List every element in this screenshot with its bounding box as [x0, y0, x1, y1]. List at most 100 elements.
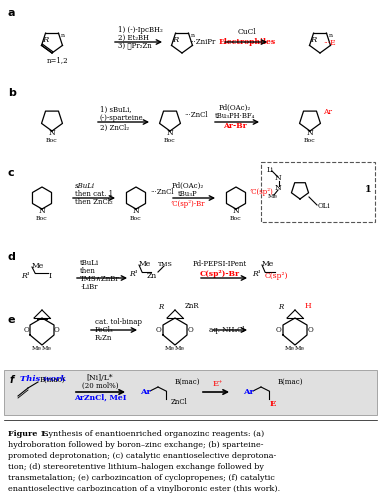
Text: hydroboration followed by boron–zinc exchange; (b) sparteine-: hydroboration followed by boron–zinc exc… — [8, 441, 264, 449]
Text: [Ni]/L*: [Ni]/L* — [87, 374, 113, 382]
Text: Boc: Boc — [36, 216, 48, 221]
Text: c: c — [8, 168, 14, 178]
Text: H: H — [305, 302, 312, 310]
Text: then cat. 1: then cat. 1 — [75, 190, 113, 198]
Text: N: N — [275, 184, 282, 192]
Text: Electrophiles: Electrophiles — [218, 38, 275, 46]
Text: aq. NH₄Cl: aq. NH₄Cl — [209, 326, 245, 334]
Bar — [4, 370, 377, 415]
Text: 2) Et₂BH: 2) Et₂BH — [118, 34, 149, 42]
Text: n=1,2: n=1,2 — [47, 56, 69, 64]
Text: R¹: R¹ — [129, 270, 138, 278]
Text: Me: Me — [139, 260, 151, 268]
Text: E⁺: E⁺ — [213, 380, 223, 388]
Text: cat. tol-binap: cat. tol-binap — [95, 318, 142, 326]
Text: Ar-Br: Ar-Br — [223, 122, 247, 130]
Text: n: n — [61, 33, 64, 38]
Text: a: a — [8, 8, 16, 18]
Text: TMS∧ZnBr: TMS∧ZnBr — [80, 275, 120, 283]
Text: TMS: TMS — [158, 261, 173, 266]
Text: N: N — [38, 207, 45, 215]
Text: ZnCl: ZnCl — [171, 398, 188, 406]
Text: n: n — [328, 33, 333, 38]
Text: ···ZnCl: ···ZnCl — [184, 111, 208, 119]
Text: transmetalation; (e) carbozincation of cyclopropenes; (f) catalytic: transmetalation; (e) carbozincation of c… — [8, 474, 275, 482]
Text: Figure 1.: Figure 1. — [8, 430, 51, 438]
Text: tBu₃PH·BF₄: tBu₃PH·BF₄ — [215, 112, 255, 120]
Text: R¹: R¹ — [21, 272, 29, 280]
Text: O: O — [307, 326, 313, 334]
Text: ’C(sp²): ’C(sp²) — [250, 188, 274, 196]
Text: C(sp²): C(sp²) — [264, 272, 288, 280]
Text: Pd(OAc)₂: Pd(OAc)₂ — [219, 104, 251, 112]
Text: R: R — [42, 36, 49, 44]
Text: R: R — [279, 303, 283, 311]
Text: sBuLi: sBuLi — [75, 182, 95, 190]
Text: N: N — [307, 129, 314, 137]
Text: E: E — [270, 400, 276, 408]
Text: 1) sBuLi,: 1) sBuLi, — [100, 106, 131, 114]
Text: ···E: ···E — [323, 39, 336, 47]
Text: Ar: Ar — [323, 108, 332, 116]
Text: This work: This work — [20, 375, 66, 383]
Text: R: R — [173, 36, 179, 44]
Text: e: e — [8, 315, 16, 325]
Text: f: f — [10, 375, 14, 385]
Text: C(sp²)-Br: C(sp²)-Br — [200, 270, 240, 278]
Text: Synthesis of enantioenriched organozinc reagents: (a): Synthesis of enantioenriched organozinc … — [43, 430, 264, 438]
Text: CuCl: CuCl — [238, 28, 256, 36]
Text: ···ZniPr: ···ZniPr — [189, 38, 216, 46]
Text: N: N — [275, 174, 282, 182]
Text: Boc: Boc — [304, 138, 316, 143]
Text: Me: Me — [32, 345, 42, 350]
Text: N: N — [49, 129, 55, 137]
Text: Li: Li — [267, 166, 274, 174]
Text: O: O — [156, 326, 162, 334]
Text: Pd(OAc)₂: Pd(OAc)₂ — [172, 182, 204, 190]
Text: Me: Me — [268, 193, 278, 198]
Text: tBu₃P: tBu₃P — [178, 190, 198, 198]
Text: Me: Me — [32, 262, 44, 270]
Text: ’C(sp²)-Br: ’C(sp²)-Br — [171, 200, 205, 208]
Text: Me: Me — [295, 345, 305, 350]
Text: b: b — [8, 88, 16, 98]
Text: Boc: Boc — [164, 138, 176, 143]
Text: Me: Me — [285, 345, 295, 350]
Text: O: O — [54, 326, 60, 334]
Text: N: N — [133, 207, 139, 215]
Text: Pd-PEPSI-IPent: Pd-PEPSI-IPent — [193, 260, 247, 268]
Text: B(mac): B(mac) — [39, 376, 65, 384]
Text: 3) ⁩Pr₂Zn: 3) ⁩Pr₂Zn — [118, 42, 152, 50]
Text: Boc: Boc — [230, 216, 242, 221]
Text: I: I — [48, 272, 51, 280]
Text: ···ZnCl: ···ZnCl — [150, 188, 173, 196]
Text: Boc: Boc — [130, 216, 142, 221]
Text: ArZnCl, MeI: ArZnCl, MeI — [74, 394, 126, 402]
Text: d: d — [8, 252, 16, 262]
Text: R₂Zn: R₂Zn — [95, 334, 112, 342]
Text: 1) (-)-IpcBH₂: 1) (-)-IpcBH₂ — [118, 26, 163, 34]
Text: then ZnCl₂: then ZnCl₂ — [75, 198, 113, 206]
Text: Me: Me — [42, 345, 52, 350]
Text: R: R — [158, 303, 163, 311]
Text: 2) ZnCl₂: 2) ZnCl₂ — [100, 124, 129, 132]
Text: n: n — [190, 33, 194, 38]
Text: O: O — [23, 326, 29, 334]
FancyBboxPatch shape — [261, 162, 375, 222]
Text: 1: 1 — [365, 185, 371, 194]
Text: FeCl₃: FeCl₃ — [95, 326, 114, 334]
Text: then: then — [80, 267, 96, 275]
Text: R: R — [311, 36, 317, 44]
Text: tBuLi: tBuLi — [80, 259, 99, 267]
Text: N: N — [166, 129, 173, 137]
Text: promoted deprotonation; (c) catalytic enantioselective deprotona-: promoted deprotonation; (c) catalytic en… — [8, 452, 276, 460]
Text: Me: Me — [165, 345, 175, 350]
Text: ZnR: ZnR — [185, 302, 200, 310]
Text: tion; (d) stereoretentive lithium–halogen exchange followed by: tion; (d) stereoretentive lithium–haloge… — [8, 463, 264, 471]
Text: Ar: Ar — [243, 388, 254, 396]
Text: Me: Me — [175, 345, 185, 350]
Text: (20 mol%): (20 mol%) — [82, 382, 118, 390]
Text: Ar: Ar — [140, 388, 151, 396]
Text: (-)-sparteine: (-)-sparteine — [100, 114, 144, 122]
Text: B(mac): B(mac) — [278, 378, 304, 386]
